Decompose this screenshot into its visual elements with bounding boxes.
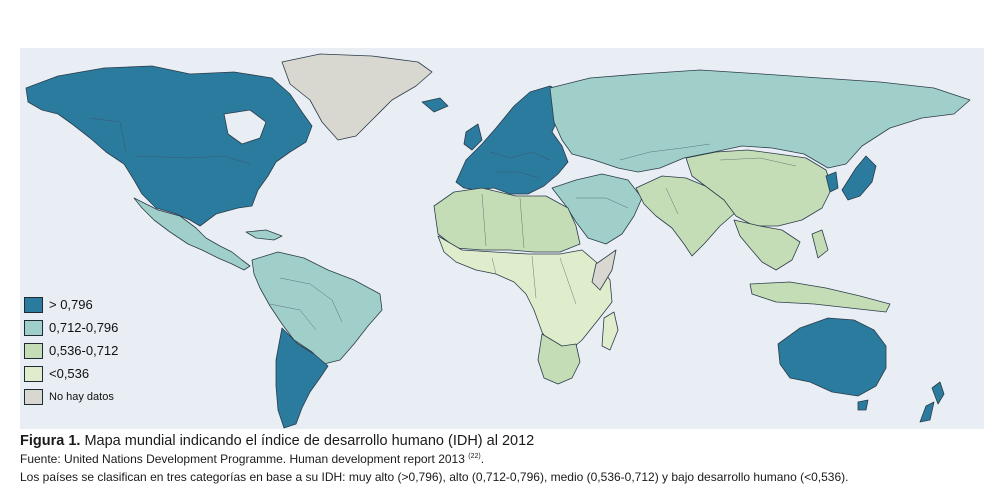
region-russia-central-asia xyxy=(549,69,971,173)
source-reference: (22) xyxy=(468,453,481,460)
legend-label: No hay datos xyxy=(49,391,114,403)
legend-item-low: <0,536 xyxy=(24,364,144,387)
legend-swatch xyxy=(24,320,43,336)
legend-swatch xyxy=(24,389,43,405)
legend-label: <0,536 xyxy=(49,366,90,381)
figure-title: Mapa mundial indicando el índice de desa… xyxy=(80,433,535,449)
legend-label: 0,536-0,712 xyxy=(49,343,119,358)
figure-caption: Figura 1. Mapa mundial indicando el índi… xyxy=(20,432,995,485)
region-southern-africa xyxy=(537,333,581,385)
region-mexico-central-america xyxy=(133,197,251,271)
hudson-bay xyxy=(223,109,267,145)
region-uk xyxy=(463,123,483,151)
caption-title: Figura 1. Mapa mundial indicando el índi… xyxy=(20,432,995,450)
region-caribbean xyxy=(245,229,283,241)
region-somalia xyxy=(591,249,617,291)
legend-swatch xyxy=(24,366,43,382)
world-map xyxy=(20,48,984,429)
region-sub-saharan-africa xyxy=(437,235,613,355)
region-new-zealand-south xyxy=(919,401,935,423)
region-east-asia xyxy=(685,149,833,227)
region-middle-east xyxy=(551,173,643,245)
region-iceland xyxy=(421,97,449,113)
legend-swatch xyxy=(24,297,43,313)
region-north-africa xyxy=(433,187,581,253)
region-japan-korea xyxy=(841,155,877,201)
legend-item-no-data: No hay datos xyxy=(24,387,144,410)
legend-item-very-high: > 0,796 xyxy=(24,295,144,318)
region-korea xyxy=(825,171,839,193)
region-philippines xyxy=(811,229,829,259)
legend-label: > 0,796 xyxy=(49,297,93,312)
source-text: Fuente: United Nations Development Progr… xyxy=(20,452,465,466)
region-south-asia xyxy=(635,175,737,257)
region-southeast-asia xyxy=(733,219,801,271)
legend-item-high: 0,712-0,796 xyxy=(24,318,144,341)
legend-swatch xyxy=(24,343,43,359)
region-new-zealand xyxy=(931,381,945,405)
map-legend: > 0,796 0,712-0,796 0,536-0,712 <0,536 N… xyxy=(24,295,144,410)
region-australia xyxy=(777,317,887,397)
region-greenland xyxy=(281,53,433,141)
legend-item-medium: 0,536-0,712 xyxy=(24,341,144,364)
legend-label: 0,712-0,796 xyxy=(49,320,119,335)
source-end: . xyxy=(480,452,485,466)
figure-label: Figura 1. xyxy=(20,433,81,449)
caption-source: Fuente: United Nations Development Progr… xyxy=(20,451,995,467)
region-north-america xyxy=(25,65,313,227)
region-south-america xyxy=(251,251,383,365)
caption-note: Los países se clasifican en tres categor… xyxy=(20,470,849,484)
region-europe xyxy=(455,85,569,195)
region-chile-argentina xyxy=(275,327,329,429)
region-madagascar xyxy=(601,311,619,351)
world-map-svg xyxy=(25,53,971,429)
region-indonesia xyxy=(749,281,891,313)
region-tasmania xyxy=(857,399,869,411)
